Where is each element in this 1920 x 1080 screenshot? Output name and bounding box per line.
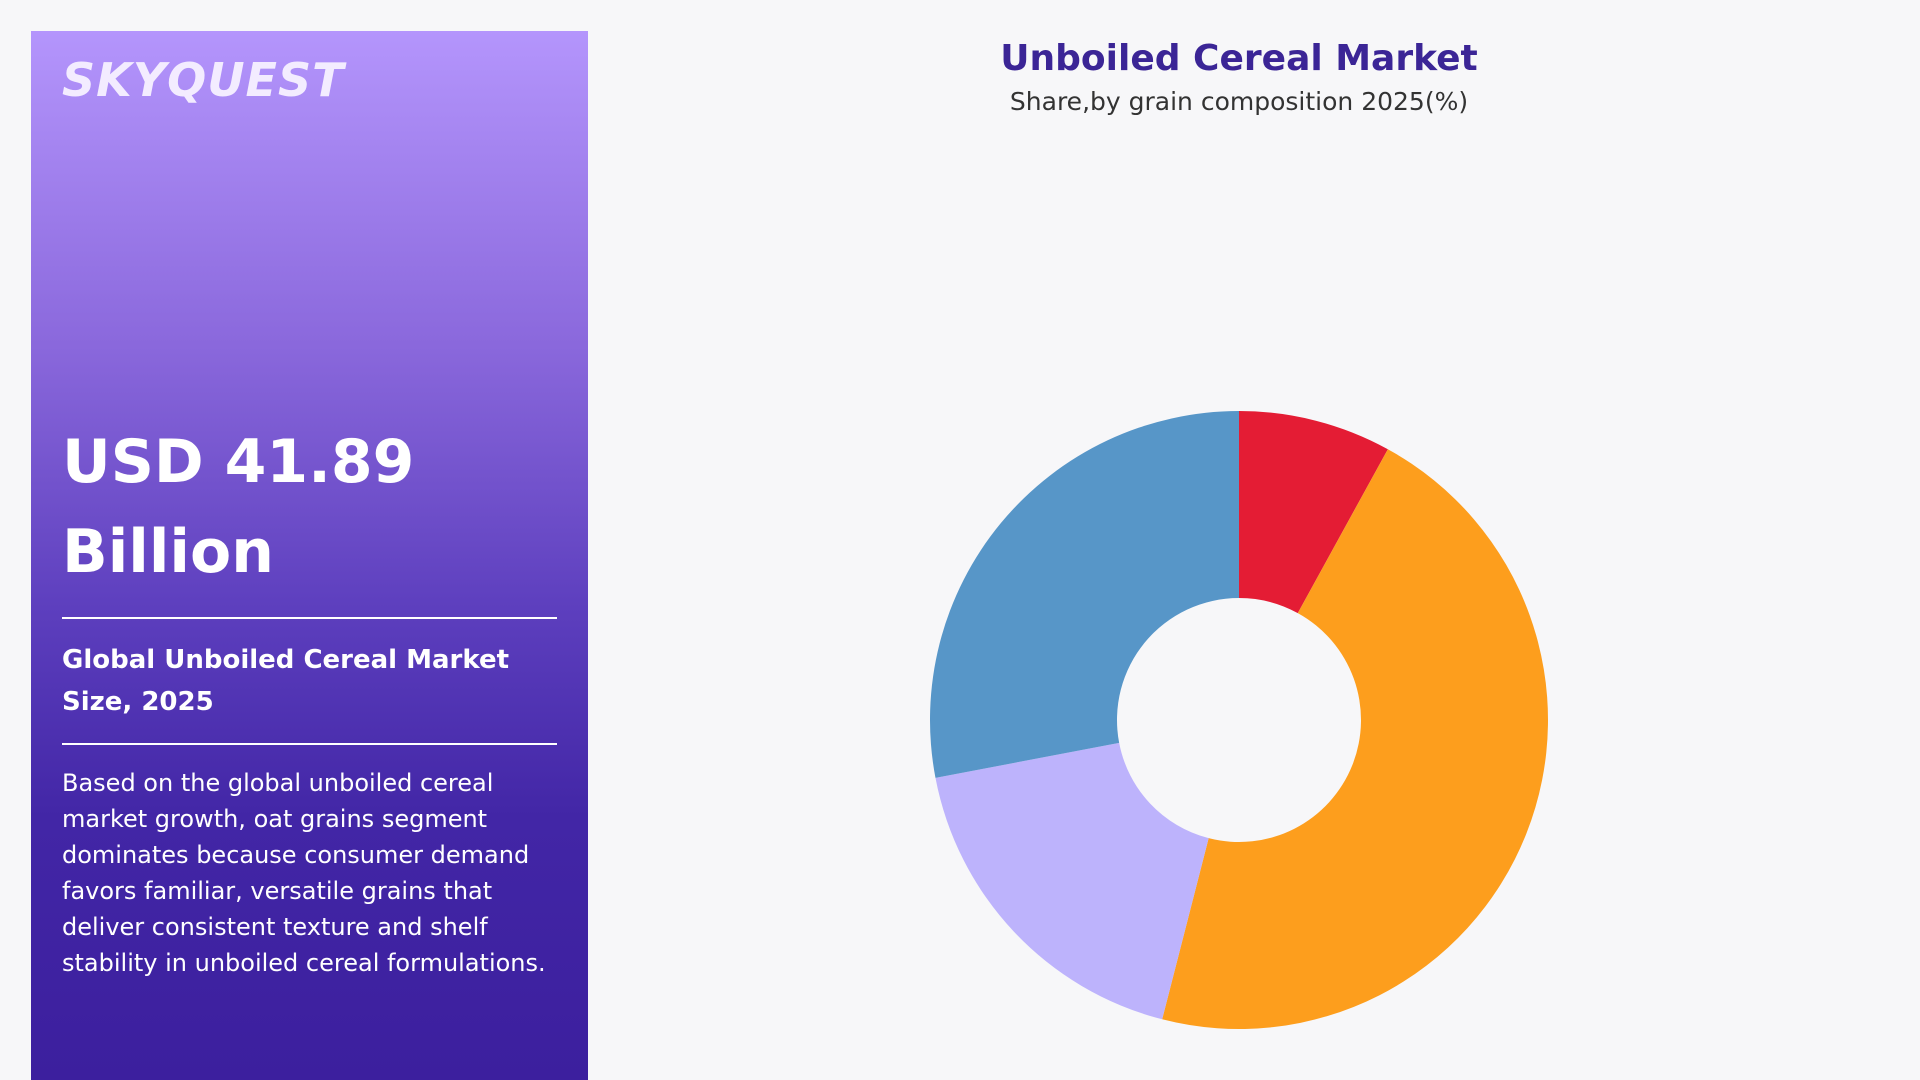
- market-label: Global Unboiled Cereal Market Size, 2025: [62, 645, 510, 717]
- chart: Unboiled Cereal Market Share,by grain co…: [930, 38, 1548, 1030]
- chart-subtitle: Share,by grain composition 2025(%): [1010, 87, 1468, 116]
- market-value: USD 41.89 Billion: [62, 427, 415, 587]
- description: Based on the global unboiled cereal mark…: [62, 769, 546, 977]
- summary-panel: SKYQUEST USD 41.89 Billion Global Unboil…: [31, 31, 588, 1080]
- donut-slice: [1162, 449, 1548, 1030]
- chart-title: Unboiled Cereal Market: [1000, 38, 1477, 79]
- divider: [62, 617, 557, 619]
- logo: SKYQUEST: [62, 53, 345, 107]
- donut-slice: [930, 411, 1239, 778]
- donut-slice: [935, 742, 1209, 1020]
- divider: [62, 743, 557, 745]
- donut-slice: [1239, 411, 1388, 614]
